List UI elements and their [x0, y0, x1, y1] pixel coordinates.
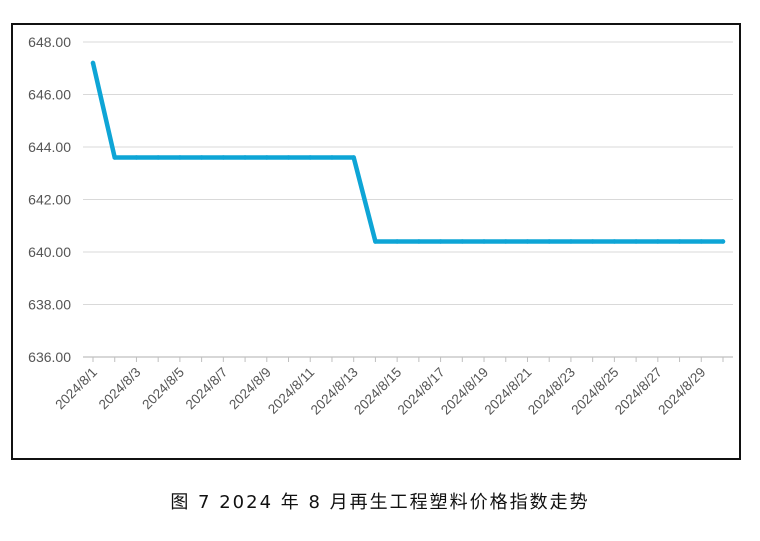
chart-frame: 636.00 638.00 640.00 642.00 644.00 646.00 648.…: [11, 23, 741, 460]
data-point: [503, 239, 508, 244]
data-point: [481, 239, 487, 244]
y-tick-label: 642.00: [28, 192, 71, 208]
figure-caption: 图 7 2024 年 8 月再生工程塑料价格指数走势: [170, 492, 590, 513]
y-tick-label: 644.00: [28, 139, 71, 155]
data-point: [264, 155, 269, 160]
data-point: [177, 155, 183, 160]
y-tick-label: 640.00: [28, 244, 71, 260]
series-layer: [90, 60, 726, 244]
data-point: [438, 239, 443, 244]
data-point: [416, 239, 422, 244]
data-point: [677, 239, 682, 244]
data-point: [373, 239, 378, 244]
y-tick-label: 646.00: [28, 87, 71, 103]
data-point: [394, 239, 400, 244]
y-tick-label: 638.00: [28, 297, 71, 313]
data-point: [242, 155, 248, 160]
data-point: [547, 239, 552, 244]
data-point: [351, 155, 356, 160]
data-point: [134, 155, 139, 160]
data-point: [155, 155, 161, 160]
gridlines: [83, 41, 733, 305]
data-point: [568, 239, 574, 244]
data-point: [308, 155, 313, 160]
x-axis: [83, 356, 733, 362]
y-tick-label: 636.00: [28, 349, 71, 365]
data-point: [612, 239, 617, 244]
y-tick-label: 648.00: [28, 34, 71, 50]
data-point: [699, 239, 704, 244]
y-axis-tick-labels: 636.00 638.00 640.00 642.00 644.00 646.00 648.…: [28, 34, 71, 365]
data-point: [460, 239, 465, 244]
x-tick-label: 2024/8/5: [139, 365, 187, 413]
data-point: [525, 239, 530, 244]
data-point: [633, 239, 639, 244]
x-tick-label: 2024/8/7: [183, 365, 231, 413]
data-point: [90, 60, 96, 66]
x-tick-label: 2024/8/3: [96, 365, 144, 413]
data-point: [286, 155, 291, 160]
x-axis-tick-labels: 2024/8/12024/8/32024/8/52024/8/72024/8/9…: [52, 365, 708, 418]
x-tick-label: 2024/8/1: [52, 365, 100, 413]
data-point: [221, 155, 226, 160]
data-point: [329, 155, 335, 160]
data-point: [112, 155, 117, 160]
data-point: [720, 239, 726, 244]
line-chart: 636.00 638.00 640.00 642.00 644.00 646.00 648.…: [28, 34, 733, 418]
data-point: [655, 239, 661, 244]
data-point: [590, 239, 595, 244]
series-line-0: [90, 60, 726, 244]
x-tick-label: 2024/8/29: [655, 365, 708, 418]
data-point: [199, 155, 204, 160]
